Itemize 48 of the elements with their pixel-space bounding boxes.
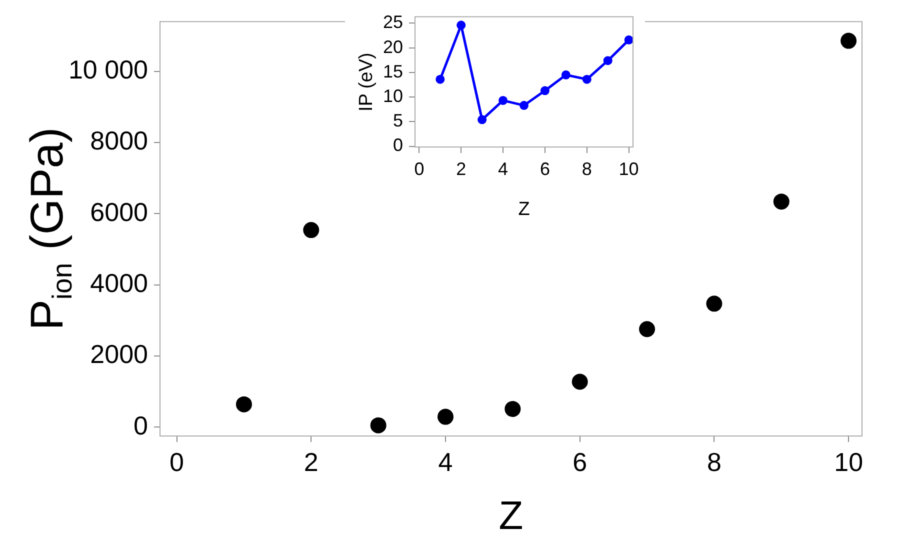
point <box>504 400 521 417</box>
point <box>370 417 386 434</box>
x-axis-title: Z <box>518 199 530 220</box>
x-tick-label: 4 <box>498 158 508 179</box>
x-tick-label: 0 <box>170 446 184 477</box>
x-tick-label: 6 <box>540 158 550 179</box>
x-tick-label: 4 <box>438 446 453 477</box>
point <box>624 35 634 44</box>
y-tick-label: 8000 <box>90 126 148 156</box>
y-tick-label: 0 <box>134 410 148 440</box>
y-tick-label: 4000 <box>90 268 148 298</box>
point <box>840 32 857 49</box>
x-tick-label: 2 <box>304 446 318 477</box>
y-tick-label: 20 <box>382 36 403 57</box>
x-tick-label: 10 <box>834 446 864 477</box>
y-tick-label: 10 000 <box>68 54 148 85</box>
point <box>498 96 508 105</box>
x-tick-label: 6 <box>572 446 588 477</box>
point <box>582 74 592 84</box>
x-tick-label: 2 <box>456 158 466 179</box>
y-tick-label: 6000 <box>90 196 148 227</box>
point <box>303 222 320 238</box>
y-tick-label: 0 <box>392 135 403 156</box>
point <box>561 70 570 80</box>
point <box>236 396 252 412</box>
point <box>478 115 487 124</box>
y-axis-title: Pion (GPa) <box>20 127 78 330</box>
point <box>639 321 656 338</box>
point <box>603 56 612 66</box>
x-tick-label: 10 <box>618 158 639 179</box>
point <box>438 408 454 425</box>
point <box>520 100 529 110</box>
point <box>456 20 466 30</box>
y-axis-title: IP (eV) <box>356 52 378 112</box>
point <box>773 194 790 210</box>
point <box>706 296 722 312</box>
point <box>540 86 550 96</box>
y-tick-label: 2000 <box>90 339 148 370</box>
point <box>436 74 445 84</box>
x-tick-label: 0 <box>414 158 424 179</box>
x-tick-label: 8 <box>582 158 592 179</box>
x-axis-title: Z <box>498 494 524 538</box>
y-tick-label: 25 <box>382 12 403 32</box>
y-tick-label: 10 <box>382 86 403 106</box>
point <box>572 374 588 390</box>
y-tick-label: 5 <box>392 110 403 131</box>
x-tick-label: 8 <box>706 446 722 477</box>
y-tick-label: 15 <box>382 61 403 82</box>
